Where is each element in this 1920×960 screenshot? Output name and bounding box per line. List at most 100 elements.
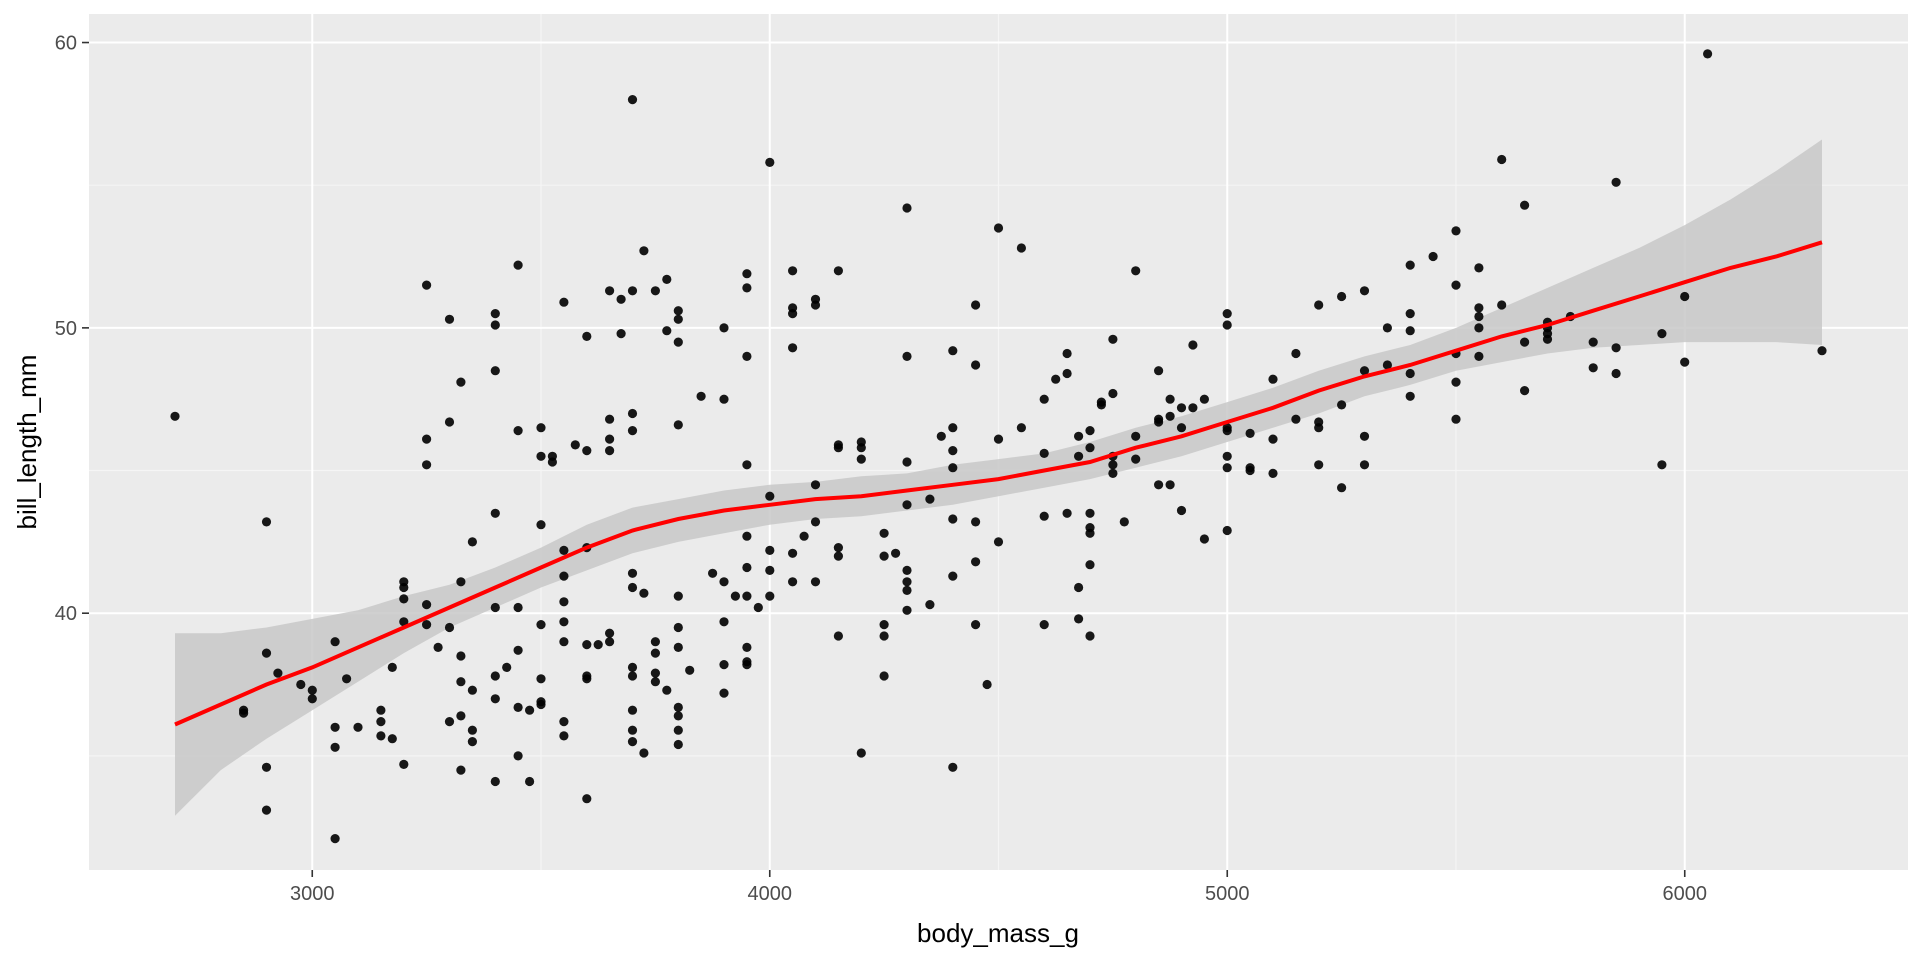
data-point bbox=[490, 694, 500, 704]
data-point bbox=[673, 739, 683, 750]
data-point bbox=[1176, 505, 1187, 516]
data-point bbox=[1474, 303, 1484, 313]
data-point bbox=[627, 408, 638, 419]
data-point bbox=[1176, 403, 1187, 413]
data-point bbox=[833, 266, 844, 276]
data-point bbox=[948, 571, 958, 581]
data-point bbox=[673, 702, 683, 713]
data-point bbox=[627, 568, 638, 578]
data-point bbox=[456, 677, 466, 687]
data-point bbox=[708, 568, 718, 578]
data-point bbox=[1268, 374, 1278, 384]
data-point bbox=[1337, 291, 1347, 302]
data-point bbox=[456, 377, 466, 387]
data-point bbox=[1108, 468, 1118, 478]
data-point bbox=[719, 660, 729, 670]
data-point bbox=[993, 434, 1004, 444]
data-point bbox=[1405, 326, 1415, 336]
x-axis: 3000 4000 5000 6000 bbox=[290, 870, 1707, 905]
data-point bbox=[627, 725, 638, 735]
data-point bbox=[570, 440, 580, 450]
data-point bbox=[582, 674, 592, 684]
data-point bbox=[1062, 348, 1072, 359]
data-point bbox=[536, 423, 546, 433]
data-point bbox=[1359, 460, 1370, 470]
data-point bbox=[616, 294, 626, 304]
data-point bbox=[948, 423, 958, 433]
data-point bbox=[1405, 368, 1415, 379]
data-point bbox=[971, 620, 981, 630]
data-point bbox=[925, 494, 935, 504]
data-point bbox=[1588, 337, 1598, 347]
data-point bbox=[1657, 329, 1667, 339]
data-point bbox=[307, 694, 317, 704]
data-point bbox=[1611, 343, 1621, 353]
data-point bbox=[753, 602, 763, 613]
data-point bbox=[765, 545, 775, 556]
data-point bbox=[765, 491, 775, 501]
data-point bbox=[1680, 291, 1690, 302]
data-point bbox=[1359, 366, 1370, 376]
data-point bbox=[1108, 388, 1118, 399]
data-point bbox=[513, 645, 523, 655]
data-point bbox=[239, 705, 249, 715]
data-point bbox=[559, 637, 569, 647]
data-point bbox=[1222, 451, 1232, 461]
data-point bbox=[1314, 300, 1324, 310]
data-point bbox=[1451, 377, 1461, 387]
data-point bbox=[490, 320, 500, 330]
data-point bbox=[444, 622, 455, 633]
data-point bbox=[467, 737, 477, 747]
data-point bbox=[422, 280, 432, 290]
data-point bbox=[1062, 368, 1072, 379]
data-point bbox=[902, 500, 912, 510]
data-point bbox=[376, 705, 386, 715]
data-point bbox=[627, 95, 638, 105]
data-point bbox=[1314, 460, 1324, 470]
y-axis-title: bill_length_mm bbox=[12, 355, 42, 530]
data-point bbox=[742, 269, 752, 279]
data-point bbox=[639, 748, 649, 758]
data-point bbox=[444, 417, 455, 427]
data-point bbox=[467, 685, 477, 695]
data-point bbox=[1108, 460, 1118, 470]
data-point bbox=[353, 722, 363, 732]
data-point bbox=[1051, 374, 1061, 384]
data-point bbox=[1222, 426, 1232, 436]
data-point bbox=[1382, 323, 1392, 333]
data-point bbox=[376, 731, 386, 741]
data-point bbox=[261, 805, 272, 815]
data-point bbox=[1337, 483, 1347, 493]
data-point bbox=[902, 577, 912, 587]
data-point bbox=[627, 737, 638, 747]
data-point bbox=[788, 577, 798, 587]
data-point bbox=[536, 451, 546, 461]
data-point bbox=[1085, 508, 1095, 518]
data-point bbox=[948, 762, 958, 772]
data-point bbox=[605, 286, 615, 296]
data-point bbox=[170, 411, 180, 421]
data-point bbox=[1291, 348, 1301, 359]
data-point bbox=[1085, 443, 1095, 453]
data-point bbox=[1016, 423, 1026, 433]
data-point bbox=[422, 600, 432, 610]
data-point bbox=[1074, 614, 1084, 624]
data-point bbox=[788, 309, 798, 319]
data-point bbox=[1474, 263, 1484, 273]
data-point bbox=[307, 685, 317, 695]
data-point bbox=[1199, 394, 1209, 404]
data-point bbox=[673, 591, 683, 601]
data-point bbox=[856, 443, 866, 453]
data-point bbox=[810, 577, 821, 587]
data-point bbox=[891, 548, 901, 558]
data-point bbox=[948, 514, 958, 524]
data-point bbox=[971, 557, 981, 567]
data-point bbox=[296, 679, 306, 690]
data-point bbox=[1085, 631, 1095, 641]
data-point bbox=[490, 776, 500, 787]
data-point bbox=[444, 314, 455, 324]
data-point bbox=[1039, 394, 1049, 404]
data-point bbox=[490, 602, 500, 613]
data-point bbox=[650, 648, 661, 658]
